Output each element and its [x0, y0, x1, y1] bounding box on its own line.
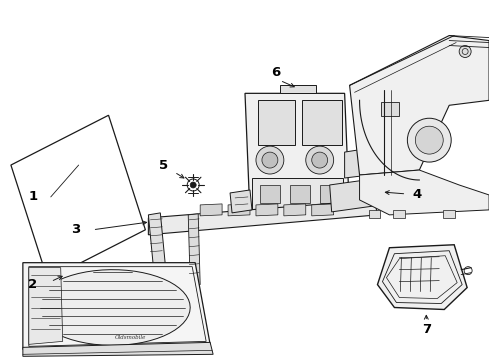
Polygon shape [23, 342, 213, 356]
Polygon shape [330, 178, 382, 212]
Bar [393, 210, 405, 218]
Polygon shape [200, 204, 222, 216]
Polygon shape [360, 170, 489, 215]
Polygon shape [377, 245, 467, 310]
Circle shape [306, 146, 334, 174]
Polygon shape [188, 214, 200, 285]
Polygon shape [230, 190, 252, 213]
Text: 4: 4 [413, 188, 422, 202]
Bar [290, 185, 310, 203]
Polygon shape [148, 200, 377, 235]
Text: 2: 2 [28, 278, 37, 291]
Circle shape [256, 146, 284, 174]
Text: 7: 7 [422, 323, 431, 336]
Circle shape [262, 152, 278, 168]
Polygon shape [312, 204, 334, 216]
Text: 6: 6 [271, 66, 280, 79]
Circle shape [416, 126, 443, 154]
Circle shape [459, 45, 471, 58]
Bar [319, 185, 340, 203]
Polygon shape [29, 268, 63, 345]
Polygon shape [35, 270, 190, 345]
Polygon shape [252, 178, 343, 210]
Text: Oldsmobile: Oldsmobile [115, 335, 146, 340]
Bar [382, 102, 399, 116]
Polygon shape [228, 204, 250, 216]
Polygon shape [302, 100, 342, 145]
Circle shape [312, 152, 328, 168]
Polygon shape [258, 100, 295, 145]
Circle shape [407, 118, 451, 162]
Text: 1: 1 [28, 190, 37, 203]
Circle shape [190, 182, 196, 188]
Polygon shape [256, 204, 278, 216]
Bar [260, 185, 280, 203]
Polygon shape [349, 36, 489, 175]
Polygon shape [284, 204, 306, 216]
Bar [368, 210, 380, 218]
Text: 3: 3 [71, 223, 80, 236]
Polygon shape [245, 93, 349, 215]
Polygon shape [344, 148, 369, 178]
Polygon shape [23, 263, 210, 349]
Polygon shape [280, 85, 316, 93]
Polygon shape [148, 213, 165, 267]
Text: 5: 5 [159, 158, 168, 172]
Bar [443, 210, 455, 218]
